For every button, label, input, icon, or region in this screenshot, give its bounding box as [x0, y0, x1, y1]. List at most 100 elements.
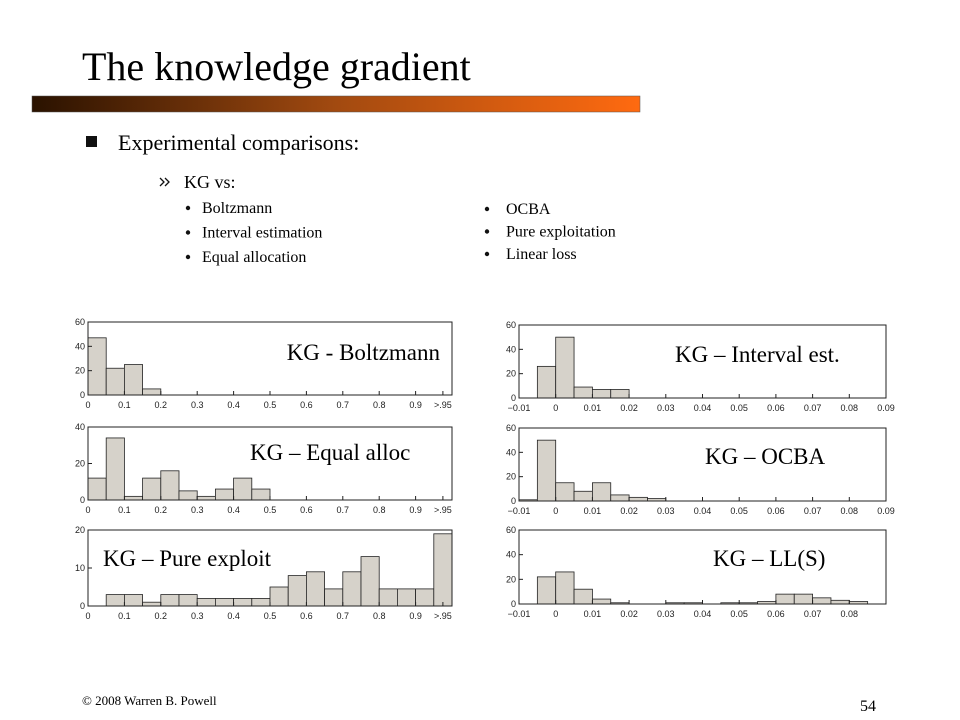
list-item: Linear loss	[506, 246, 577, 263]
bar	[536, 439, 557, 502]
bar	[105, 367, 125, 396]
x-tick-label: 0.04	[694, 609, 712, 619]
x-tick-label: 0.07	[804, 403, 822, 413]
x-tick-label: 0.09	[877, 403, 895, 413]
y-tick-label: 20	[75, 525, 85, 535]
y-tick-label: 0	[511, 599, 516, 609]
bar	[269, 586, 289, 607]
x-tick-label: >.95	[434, 611, 452, 621]
bar	[610, 389, 630, 399]
x-tick-label: 0	[85, 611, 90, 621]
x-tick-label: 0.06	[767, 403, 785, 413]
y-tick-label: 60	[506, 525, 516, 535]
bar	[124, 364, 144, 396]
x-tick-label: 0.07	[804, 506, 822, 516]
y-tick-label: 20	[506, 369, 516, 379]
chart-label: KG – Pure exploit	[103, 546, 272, 571]
bullet-dot	[484, 251, 490, 257]
bar	[592, 482, 612, 502]
y-tick-label: 0	[80, 601, 85, 611]
x-tick-label: 0	[553, 506, 558, 516]
x-tick-label: 0.4	[227, 400, 240, 410]
x-tick-label: 0.04	[694, 506, 712, 516]
bar	[396, 588, 416, 607]
y-tick-label: 40	[506, 550, 516, 560]
bullet-dot	[185, 205, 191, 211]
y-tick-label: 20	[75, 366, 85, 376]
x-tick-label: 0.01	[584, 506, 602, 516]
bullet-dot	[484, 229, 490, 234]
x-tick-label: 0.5	[264, 505, 277, 515]
y-tick-label: 40	[75, 341, 85, 351]
bullet-chevron	[159, 177, 170, 187]
bar	[124, 594, 144, 607]
bar	[214, 488, 234, 501]
list-item: Pure exploitation	[506, 224, 616, 241]
y-tick-label: 60	[506, 320, 516, 330]
y-tick-label: 0	[80, 390, 85, 400]
x-tick-label: 0.7	[337, 505, 350, 515]
chart-label: KG - Boltzmann	[287, 340, 441, 365]
x-tick-label: 0.9	[409, 611, 422, 621]
x-tick-label: 0.2	[155, 611, 168, 621]
bar	[87, 477, 107, 501]
y-tick-label: 20	[506, 472, 516, 482]
bar	[214, 598, 234, 607]
bullet-dot	[484, 206, 490, 212]
x-tick-label: 0.6	[300, 505, 313, 515]
bar	[251, 598, 271, 607]
bullet-dot	[185, 230, 191, 235]
y-tick-label: 40	[506, 447, 516, 457]
bar	[178, 490, 198, 501]
bar	[251, 488, 271, 501]
x-tick-label: 0.03	[657, 403, 675, 413]
list-item: Equal allocation	[202, 249, 306, 266]
x-tick-label: >.95	[434, 505, 452, 515]
slide-title: The knowledge gradient	[82, 44, 471, 89]
bar	[573, 588, 593, 605]
main-point: Experimental comparisons:	[118, 130, 359, 155]
x-tick-label: 0.6	[300, 400, 313, 410]
title-bar	[31, 95, 641, 113]
x-tick-label: 0.01	[584, 403, 602, 413]
x-tick-label: 0.8	[373, 400, 386, 410]
x-tick-label: 0.4	[227, 505, 240, 515]
bar	[142, 477, 162, 501]
x-tick-label: 0.5	[264, 611, 277, 621]
bar	[160, 594, 180, 607]
bar	[160, 470, 180, 501]
bar	[555, 336, 575, 399]
sub-point: KG vs:	[184, 172, 236, 192]
x-tick-label: 0.4	[227, 611, 240, 621]
bullet-square	[86, 136, 97, 147]
chart-label: KG – OCBA	[705, 444, 826, 469]
x-tick-label: 0.3	[191, 505, 204, 515]
page-number: 54	[860, 698, 876, 715]
y-tick-label: 0	[511, 496, 516, 506]
x-tick-label: 0.08	[841, 609, 859, 619]
x-tick-label: 0.7	[337, 400, 350, 410]
list-item: Interval estimation	[202, 225, 322, 242]
x-tick-label: 0.9	[409, 505, 422, 515]
bar	[592, 389, 612, 399]
bar	[342, 571, 362, 607]
x-tick-label: 0.02	[620, 403, 638, 413]
bar	[592, 598, 612, 605]
bar	[812, 597, 832, 605]
bar	[415, 588, 435, 607]
bar	[105, 437, 125, 501]
bar	[433, 533, 453, 607]
y-tick-label: 20	[75, 459, 85, 469]
x-tick-label: −0.01	[508, 609, 531, 619]
bar	[233, 477, 253, 501]
chart-label: KG – LL(S)	[713, 546, 825, 571]
x-tick-label: 0.1	[118, 611, 131, 621]
x-tick-label: 0.2	[155, 505, 168, 515]
x-tick-label: 0.2	[155, 400, 168, 410]
x-tick-label: 0.08	[841, 506, 859, 516]
bar	[196, 495, 216, 501]
y-tick-label: 40	[75, 422, 85, 432]
bar	[287, 575, 307, 607]
x-tick-label: 0	[553, 403, 558, 413]
y-tick-label: 40	[506, 344, 516, 354]
